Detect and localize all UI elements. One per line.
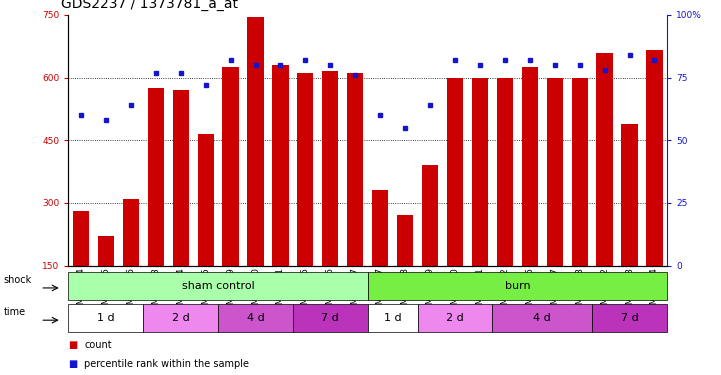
Bar — [297, 74, 314, 266]
Bar — [172, 90, 189, 266]
Bar — [447, 78, 463, 266]
Bar — [273, 65, 288, 266]
Bar — [347, 74, 363, 266]
Text: 4 d: 4 d — [247, 313, 265, 323]
Bar — [572, 78, 588, 266]
Bar — [422, 165, 438, 266]
Text: 1 d: 1 d — [384, 313, 402, 323]
Bar — [73, 211, 89, 266]
Text: shock: shock — [4, 274, 32, 285]
Bar — [143, 304, 218, 332]
Bar — [497, 78, 513, 266]
Bar — [622, 123, 637, 266]
Text: count: count — [84, 340, 112, 350]
Bar — [547, 78, 563, 266]
Bar — [368, 304, 417, 332]
Text: 7 d: 7 d — [621, 313, 638, 323]
Text: 2 d: 2 d — [446, 313, 464, 323]
Bar — [68, 272, 368, 300]
Bar — [417, 304, 492, 332]
Bar — [596, 53, 613, 266]
Bar — [68, 304, 143, 332]
Bar — [472, 78, 488, 266]
Text: 1 d: 1 d — [97, 313, 115, 323]
Text: 2 d: 2 d — [172, 313, 190, 323]
Bar — [492, 304, 592, 332]
Bar — [218, 304, 293, 332]
Bar — [223, 67, 239, 266]
Bar — [247, 17, 264, 266]
Text: ■: ■ — [68, 359, 78, 369]
Bar — [148, 88, 164, 266]
Bar — [592, 304, 667, 332]
Text: percentile rank within the sample: percentile rank within the sample — [84, 359, 249, 369]
Text: GDS2237 / 1373781_a_at: GDS2237 / 1373781_a_at — [61, 0, 238, 11]
Bar — [322, 71, 338, 266]
Text: sham control: sham control — [182, 280, 255, 291]
Text: 4 d: 4 d — [534, 313, 551, 323]
Text: 7 d: 7 d — [322, 313, 339, 323]
Text: ■: ■ — [68, 340, 78, 350]
Bar — [646, 51, 663, 266]
Bar — [123, 199, 139, 266]
Bar — [293, 304, 368, 332]
Bar — [522, 67, 538, 266]
Bar — [368, 272, 667, 300]
Bar — [98, 236, 114, 266]
Bar — [198, 134, 213, 266]
Bar — [397, 215, 413, 266]
Text: time: time — [4, 307, 25, 317]
Text: burn: burn — [505, 280, 530, 291]
Bar — [372, 190, 389, 266]
